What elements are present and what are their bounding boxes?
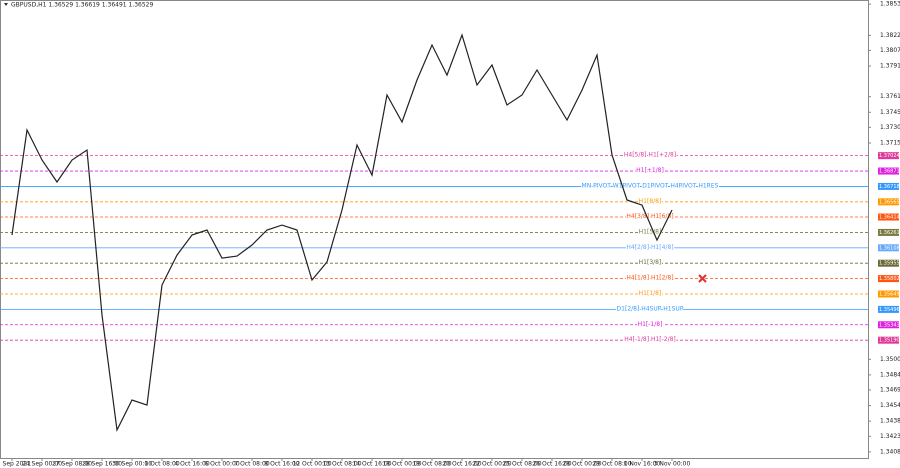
level-label: H1[+1/8]	[636, 167, 664, 174]
price-tag-label: 1.35190	[879, 338, 900, 344]
price-tag	[878, 152, 899, 160]
x-tick-label: 19 Oct 08:00	[412, 461, 451, 468]
price-tag	[878, 228, 899, 236]
price-tag-label: 1.36414	[879, 215, 900, 221]
price-line	[11, 33, 673, 433]
x-tick-label: 26 Oct 16:00	[532, 461, 571, 468]
x-tick-label: 4 Oct 16:00	[174, 461, 209, 468]
price-tag-label: 1.35649	[879, 291, 900, 297]
plot-area	[0, 0, 869, 459]
x-tick-label: 18 Oct 00:00	[382, 461, 421, 468]
level-label: D1[2/8] H4SUP H1SUP	[617, 305, 684, 312]
x-tick-label: 27 Sep 08:00	[52, 461, 92, 468]
y-tick-label: 1.34080	[880, 448, 900, 455]
price-tag	[878, 321, 899, 329]
price-tag-label: 1.36718	[879, 184, 900, 190]
x-tick-label: 1 Oct 08:00	[144, 461, 179, 468]
price-tag	[878, 336, 899, 344]
y-tick-label: 1.38220	[880, 32, 900, 39]
price-tag	[878, 275, 899, 283]
price-tag	[878, 290, 899, 298]
level-label: H4[5/8] H1[+2/8]	[624, 152, 676, 159]
y-tick-label: 1.37305	[880, 124, 900, 131]
x-tick-label: 1 Nov 16:00	[624, 461, 661, 468]
price-tag-label: 1.35496	[879, 307, 900, 313]
price-tag-label: 1.36108	[879, 245, 900, 251]
x-tick-label: 28 Sep 16:00	[82, 461, 122, 468]
price-tag-label: 1.36261	[879, 230, 900, 236]
price-tag-label: 1.35955	[879, 261, 900, 267]
y-tick-label: 1.35000	[880, 356, 900, 363]
level-label: H1[5/8]	[639, 228, 662, 235]
x-tick-label: 25 Oct 08:00	[502, 461, 541, 468]
x-tick-label: 14 Oct 16:00	[352, 461, 391, 468]
y-tick-label: 1.34385	[880, 418, 900, 425]
y-tick-label: 1.37455	[880, 109, 900, 116]
y-tick-label: 1.37150	[880, 139, 900, 146]
y-tick-label: 1.38070	[880, 47, 900, 54]
x-tick-label: 3 Nov 00:00	[654, 461, 691, 468]
x-tick-label: 12 Oct 00:00	[292, 461, 331, 468]
x-tick-label: 7 Oct 08:00	[234, 461, 269, 468]
x-tick-label: 24 Sep 00:00	[22, 461, 62, 468]
menu-arrow[interactable]	[4, 3, 8, 6]
price-tag	[878, 213, 899, 221]
level-label: H1[1/8]	[639, 290, 662, 297]
price-tag	[878, 305, 899, 313]
level-label: H4[2/8] H1[4/8]	[626, 244, 673, 251]
chart-title: GBPUSD,H1 1.36529 1.36619 1.36491 1.3652…	[11, 2, 153, 9]
x-tick-label: 13 Oct 08:00	[322, 461, 361, 468]
level-label: H1[3/8]	[639, 259, 662, 266]
price-tag	[878, 259, 899, 267]
x-tick-label: 22 Sep 2021	[0, 461, 31, 468]
price-tag	[878, 182, 899, 190]
price-tag-label: 1.36565	[879, 199, 900, 205]
y-tick-label: 1.34540	[880, 402, 900, 409]
y-tick-label: 1.34845	[880, 371, 900, 378]
price-tag-label: 1.37024	[879, 153, 900, 159]
level-label: H4[1/8] H1[2/8]	[626, 275, 673, 282]
level-label: H4[-1/8] H1[-2/8]	[624, 336, 676, 343]
y-tick-label: 1.34235	[880, 433, 900, 440]
price-tag	[878, 198, 899, 206]
x-tick-label: 30 Sep 00:00	[112, 461, 152, 468]
price-tag-label: 1.36871	[879, 169, 900, 175]
y-tick-label: 1.37915	[880, 63, 900, 70]
price-tag	[878, 244, 899, 252]
level-label: H4[3/8] H1[6/8]	[626, 213, 673, 220]
x-tick-label: 20 Oct 16:00	[442, 461, 481, 468]
y-tick-label: 1.34695	[880, 386, 900, 393]
x-tick-label: 28 Oct 00:00	[562, 461, 601, 468]
price-tag	[878, 167, 899, 175]
level-label: H1[-1/8]	[638, 321, 663, 328]
y-tick-label: 1.37610	[880, 93, 900, 100]
x-tick-label: 8 Oct 16:00	[264, 461, 299, 468]
level-label: H1[8/8]	[639, 198, 662, 205]
level-label: MN PIVOT W1PIVOT D1PIVOT H4PIVOT H1RES	[582, 182, 719, 189]
x-tick-label: 22 Oct 00:00	[472, 461, 511, 468]
y-tick-label: 1.38530	[880, 1, 900, 8]
price-tag-label: 1.35343	[879, 322, 900, 328]
price-tag-label: 1.35802	[879, 276, 900, 282]
x-tick-label: 6 Oct 00:00	[204, 461, 239, 468]
x-tick-label: 29 Oct 08:00	[592, 461, 631, 468]
